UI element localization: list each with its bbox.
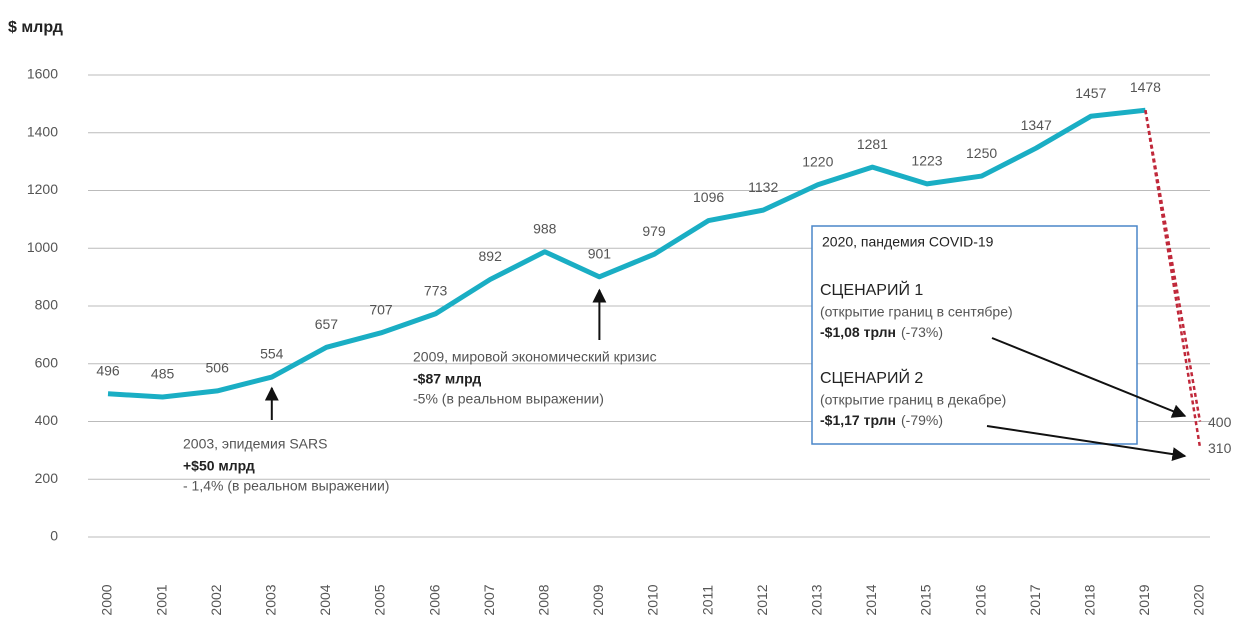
x-tick-label: 2015	[918, 584, 934, 615]
x-tick-label: 2006	[426, 584, 442, 615]
y-tick-label: 1600	[27, 66, 58, 82]
data-label: 988	[533, 220, 557, 236]
data-label: 1220	[802, 153, 833, 169]
y-tick-label: 400	[35, 412, 59, 428]
data-label: 979	[642, 223, 666, 239]
annotation-amount: -$87 млрд	[413, 371, 481, 387]
data-label: 1457	[1075, 85, 1106, 101]
x-tick-label: 2008	[536, 584, 552, 615]
change: (-79%)	[901, 412, 943, 428]
data-label: 506	[206, 360, 230, 376]
data-label: 773	[424, 282, 448, 298]
x-tick-label: 2019	[1136, 584, 1152, 615]
data-label: 554	[260, 346, 284, 362]
x-tick-label: 2002	[208, 584, 224, 615]
data-label: 310	[1208, 440, 1232, 456]
y-tick-label: 200	[35, 470, 59, 486]
data-label: 707	[369, 302, 393, 318]
data-label: 485	[151, 366, 175, 382]
x-tick-label: 2001	[153, 584, 169, 615]
change: (-73%)	[901, 324, 943, 340]
x-tick-label: 2007	[481, 584, 497, 615]
data-label: 1281	[857, 136, 888, 152]
scenario-name: СЦЕНАРИЙ 2	[820, 368, 923, 387]
annotation-note: -5% (в реальном выражении)	[413, 391, 604, 407]
amount: -$1,08 трлн	[820, 324, 896, 340]
annotation-note: - 1,4% (в реальном выражении)	[183, 478, 389, 494]
scenario-amount: -$1,08 трлн (-73%)	[820, 324, 943, 340]
x-tick-label: 2004	[317, 584, 333, 615]
scenario-line	[1144, 110, 1202, 422]
data-label: 892	[479, 248, 503, 264]
x-tick-label: 2005	[372, 584, 388, 615]
x-tick-label: 2011	[699, 585, 715, 615]
data-label: 901	[588, 246, 612, 262]
x-tick-label: 2012	[754, 584, 770, 615]
y-tick-label: 1200	[27, 181, 58, 197]
y-tick-label: 800	[35, 297, 59, 313]
y-tick-label: 1400	[27, 123, 58, 139]
data-label: 1347	[1021, 117, 1052, 133]
amount: -$1,17 трлн	[820, 412, 896, 428]
x-tick-label: 2000	[99, 584, 115, 615]
x-tick-label: 2003	[263, 584, 279, 615]
x-tick-label: 2014	[863, 584, 879, 615]
arrow	[986, 425, 1187, 462]
annotation-title: 2003, эпидемия SARS	[183, 436, 327, 452]
scenario-note: (открытие границ в декабре)	[820, 392, 1006, 408]
y-tick-label: 0	[50, 528, 58, 544]
info-box	[811, 225, 1138, 445]
y-tick-label: 1000	[27, 239, 58, 255]
scenario-line	[1144, 110, 1202, 448]
x-tick-label: 2010	[645, 584, 661, 615]
data-label: 496	[96, 362, 120, 378]
x-tick-label: 2017	[1027, 584, 1043, 615]
x-tick-label: 2009	[590, 584, 606, 615]
arrow	[991, 337, 1187, 418]
data-label: 1250	[966, 145, 997, 161]
data-label: 1478	[1130, 79, 1161, 95]
y-tick-label: 600	[35, 354, 59, 370]
scenario-note: (открытие границ в сентябре)	[820, 304, 1013, 320]
data-label: 1132	[748, 179, 778, 195]
data-label: 1096	[693, 189, 724, 205]
x-tick-label: 2013	[809, 584, 825, 615]
line	[107, 107, 1146, 400]
data-label: 657	[315, 316, 339, 332]
annotation-amount: +$50 млрд	[183, 458, 255, 474]
scenario-name: СЦЕНАРИЙ 1	[820, 280, 923, 299]
box-title: 2020, пандемия COVID-19	[822, 234, 994, 250]
x-tick-label: 2020	[1191, 584, 1207, 615]
x-tick-label: 2016	[972, 584, 988, 615]
data-label: 400	[1208, 414, 1232, 430]
data-label: 1223	[911, 153, 942, 169]
scenario-amount: -$1,17 трлн (-79%)	[820, 412, 943, 428]
x-tick-label: 2018	[1082, 584, 1098, 615]
y-axis-label: $ млрд	[8, 19, 63, 36]
annotation-title: 2009, мировой экономический кризис	[413, 349, 657, 365]
